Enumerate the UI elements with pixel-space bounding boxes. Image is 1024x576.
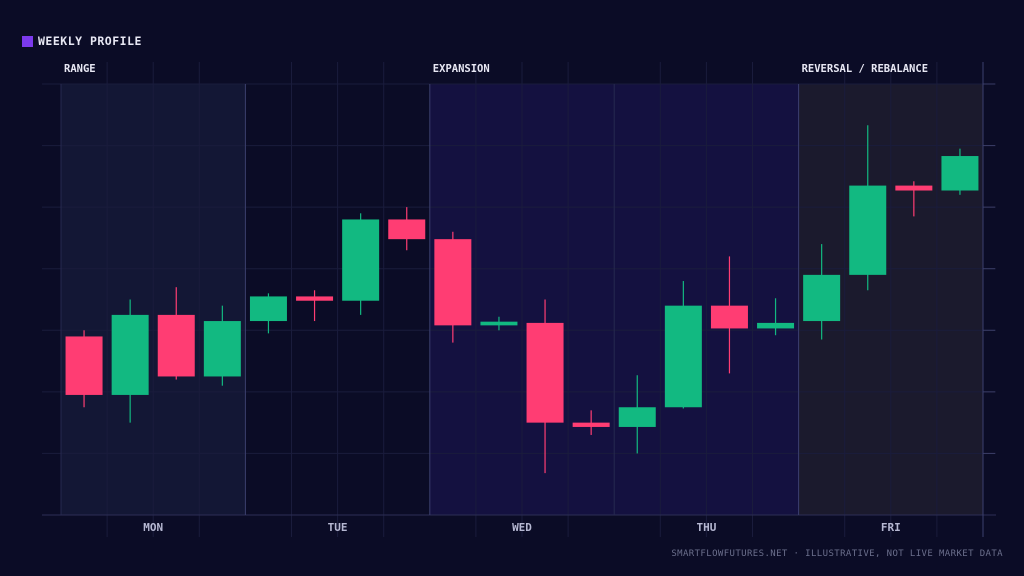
candle-body bbox=[803, 274, 841, 322]
candle-body bbox=[203, 321, 241, 377]
day-label: MON bbox=[143, 521, 163, 534]
day-dividers bbox=[60, 62, 984, 537]
candle bbox=[895, 181, 933, 217]
candle-body bbox=[572, 422, 610, 427]
candle bbox=[849, 125, 887, 291]
candle-body bbox=[111, 314, 149, 395]
candle-body bbox=[526, 322, 564, 423]
candle-body bbox=[65, 336, 103, 395]
candle bbox=[434, 231, 472, 343]
candle-body bbox=[710, 305, 748, 329]
day-label: FRI bbox=[881, 521, 901, 534]
candle-body bbox=[342, 219, 380, 301]
candle-body bbox=[664, 305, 702, 408]
candle bbox=[342, 213, 380, 315]
candle bbox=[296, 290, 334, 322]
day-label: WED bbox=[512, 521, 532, 534]
phase-label: EXPANSION bbox=[433, 63, 490, 75]
candle bbox=[157, 287, 195, 380]
candle bbox=[664, 281, 702, 409]
legend-swatch bbox=[22, 35, 33, 47]
candle bbox=[941, 148, 979, 195]
candle-body bbox=[849, 185, 887, 275]
candle-body bbox=[480, 321, 518, 326]
candle bbox=[526, 299, 564, 474]
candles bbox=[65, 125, 979, 474]
labels: RANGE EXPANSION REVERSAL / REBALANCE MON TUE… bbox=[64, 63, 928, 534]
day-label: THU bbox=[696, 521, 716, 534]
candle bbox=[757, 298, 795, 336]
candle-body bbox=[941, 156, 979, 191]
candle bbox=[203, 305, 241, 386]
candle bbox=[572, 410, 610, 435]
footer-credit: SMARTFLOWFUTURES.NET · ILLUSTRATIVE, NOT… bbox=[671, 549, 1003, 559]
candle bbox=[710, 256, 748, 374]
candle bbox=[618, 375, 656, 454]
candle-body bbox=[157, 314, 195, 377]
candle bbox=[65, 330, 103, 408]
candle bbox=[388, 207, 426, 251]
candle bbox=[111, 299, 149, 423]
candle-body bbox=[434, 239, 472, 326]
legend-label: WEEKLY PROFILE bbox=[38, 34, 142, 48]
candle bbox=[249, 293, 287, 334]
candle-body bbox=[296, 296, 334, 301]
candle-body bbox=[249, 296, 287, 322]
candle bbox=[480, 316, 518, 331]
candle-body bbox=[757, 322, 795, 329]
grid bbox=[42, 62, 996, 537]
phase-label: RANGE bbox=[64, 63, 96, 75]
candle-body bbox=[388, 219, 426, 240]
legend: WEEKLY PROFILE bbox=[22, 34, 142, 48]
candle-body bbox=[618, 407, 656, 427]
phase-label: REVERSAL / REBALANCE bbox=[802, 63, 928, 75]
candle bbox=[803, 244, 841, 340]
day-label: TUE bbox=[328, 521, 348, 534]
candle-body bbox=[895, 185, 933, 191]
